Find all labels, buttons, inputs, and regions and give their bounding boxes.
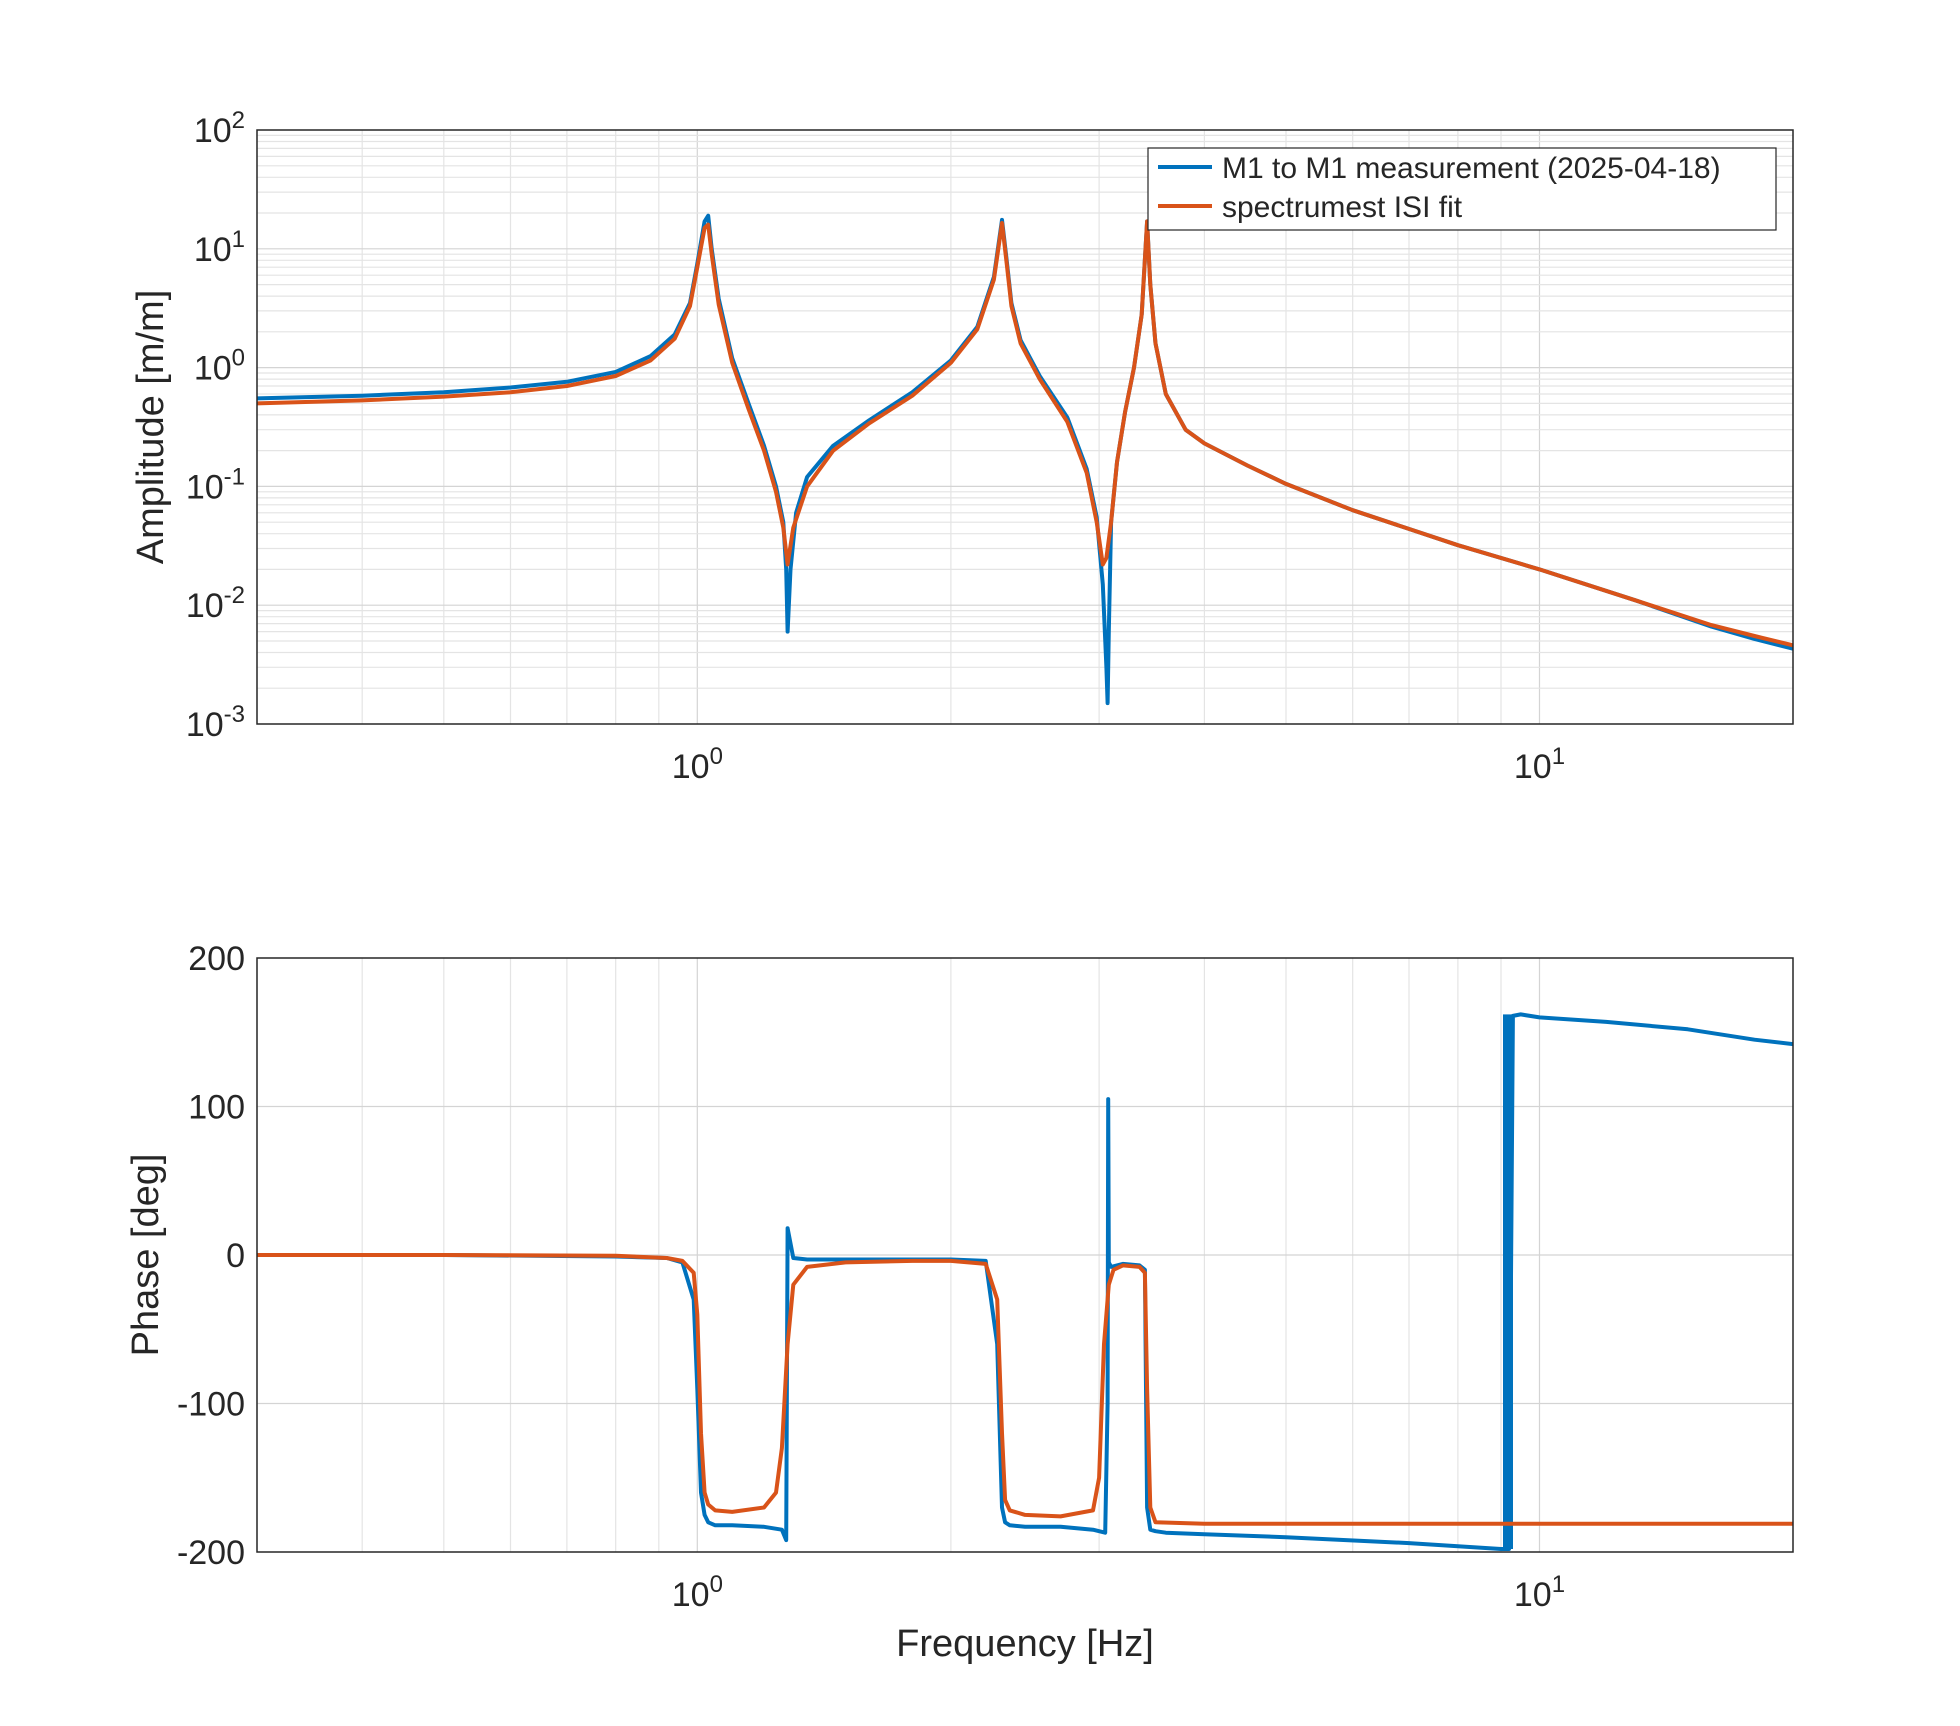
amplitude-x-tick-label: 100 xyxy=(672,743,723,786)
amplitude-y-tick-label: 102 xyxy=(194,107,245,150)
amplitude-tick-labels: 100 101 10-3 10-2 10-1 100 101 102 xyxy=(186,107,1565,786)
phase-series-measurement-line xyxy=(257,1012,1793,1551)
phase-axes-box xyxy=(256,957,1794,1553)
phase-y-tick-label: -200 xyxy=(177,1534,245,1572)
phase-y-tick-label: 100 xyxy=(188,1089,245,1127)
phase-series-fit-line xyxy=(257,1253,1793,1526)
phase-tick-labels: 100 101 -200 -100 0 100 200 xyxy=(177,940,1565,1614)
phase-series xyxy=(257,1012,1793,1551)
amplitude-plot: 100 101 10-3 10-2 10-1 100 101 102 Amplitude [m… xyxy=(130,107,1794,786)
phase-y-axis-label: Phase [deg] xyxy=(125,1154,167,1357)
amplitude-series xyxy=(257,213,1793,706)
legend: M1 to M1 measurement (2025-04-18) spectr… xyxy=(1147,147,1777,231)
amplitude-y-tick-label: 10-2 xyxy=(186,582,245,625)
phase-y-tick-label: -100 xyxy=(177,1386,245,1424)
phase-y-tick-label: 200 xyxy=(188,940,245,978)
legend-label-measurement: M1 to M1 measurement (2025-04-18) xyxy=(1222,152,1721,185)
amplitude-y-tick-label: 101 xyxy=(194,226,245,269)
amplitude-y-axis-label: Amplitude [m/m] xyxy=(130,290,172,565)
amplitude-y-tick-label: 10-3 xyxy=(186,701,245,744)
phase-x-tick-label: 100 xyxy=(672,1571,723,1614)
frequency-x-axis-label: Frequency [Hz] xyxy=(896,1623,1154,1665)
legend-box xyxy=(1147,147,1777,231)
phase-series-measurement-wrap-band xyxy=(1503,1014,1513,1549)
legend-label-fit: spectrumest ISI fit xyxy=(1222,191,1463,224)
amplitude-axes-box xyxy=(256,129,1794,725)
amplitude-y-tick-label: 10-1 xyxy=(186,463,245,506)
amplitude-series-fit-line xyxy=(257,219,1793,648)
amplitude-x-tick-label: 101 xyxy=(1514,743,1565,786)
amplitude-y-tick-label: 100 xyxy=(194,345,245,388)
phase-x-tick-label: 101 xyxy=(1514,1571,1565,1614)
phase-plot: 100 101 -200 -100 0 100 200 Phase [deg] Freque… xyxy=(125,940,1794,1665)
phase-y-tick-label: 0 xyxy=(226,1237,245,1275)
amplitude-grid xyxy=(256,130,1793,724)
